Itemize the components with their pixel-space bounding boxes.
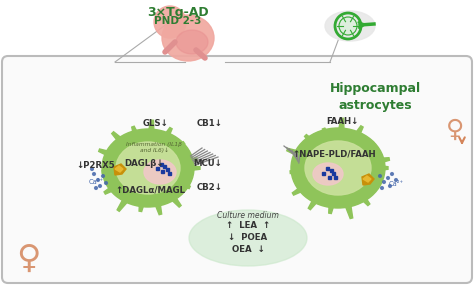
Ellipse shape [291, 128, 385, 208]
Polygon shape [132, 126, 155, 170]
Ellipse shape [313, 163, 343, 185]
Text: ↑NAPE-PLD/FAAH: ↑NAPE-PLD/FAAH [292, 150, 376, 158]
Ellipse shape [162, 15, 214, 61]
Polygon shape [363, 176, 371, 182]
Polygon shape [287, 148, 340, 175]
Polygon shape [141, 120, 155, 169]
Polygon shape [117, 164, 154, 211]
Polygon shape [338, 161, 388, 175]
Bar [328, 176, 331, 179]
Text: DAGLβ↓: DAGLβ↓ [124, 160, 164, 168]
Circle shape [92, 173, 95, 175]
Text: Hippocampal
astrocytes: Hippocampal astrocytes [329, 82, 420, 112]
Circle shape [105, 182, 108, 184]
Text: Ca²⁺: Ca²⁺ [388, 181, 403, 187]
Text: Ca²⁺: Ca²⁺ [89, 179, 103, 185]
Circle shape [99, 185, 101, 188]
Polygon shape [329, 167, 345, 213]
Circle shape [391, 173, 393, 175]
Polygon shape [143, 163, 181, 207]
Polygon shape [334, 142, 375, 174]
Text: ↑DAGLα/MAGL: ↑DAGLα/MAGL [115, 186, 185, 194]
Polygon shape [292, 162, 342, 195]
Polygon shape [290, 161, 338, 175]
Ellipse shape [144, 160, 176, 184]
Polygon shape [331, 118, 345, 169]
Bar [330, 169, 333, 172]
Text: OEA  ↓: OEA ↓ [232, 245, 264, 253]
Bar [334, 176, 337, 179]
Bar [322, 172, 325, 175]
Polygon shape [115, 166, 123, 172]
Text: FAAH↓: FAAH↓ [326, 117, 358, 126]
Polygon shape [322, 128, 345, 170]
Ellipse shape [176, 30, 208, 54]
Polygon shape [305, 135, 343, 173]
Polygon shape [102, 161, 149, 175]
Polygon shape [145, 162, 190, 189]
Bar [156, 167, 159, 170]
Polygon shape [112, 132, 153, 173]
Circle shape [91, 168, 93, 170]
Circle shape [389, 185, 392, 188]
Circle shape [95, 187, 97, 190]
Bar [166, 168, 169, 171]
Polygon shape [331, 166, 353, 219]
Polygon shape [337, 158, 390, 175]
Polygon shape [99, 149, 150, 175]
Polygon shape [308, 164, 344, 210]
Polygon shape [142, 127, 172, 172]
Text: ↑  LEA  ↑: ↑ LEA ↑ [226, 221, 270, 231]
Polygon shape [333, 163, 370, 205]
Circle shape [101, 175, 104, 177]
Circle shape [383, 181, 385, 184]
Polygon shape [148, 161, 200, 175]
Polygon shape [147, 158, 198, 175]
Polygon shape [362, 174, 374, 185]
Text: PND 2-3: PND 2-3 [155, 16, 202, 26]
Text: ♀: ♀ [16, 241, 40, 274]
Circle shape [339, 17, 357, 35]
Circle shape [394, 179, 397, 181]
Text: GLS↓: GLS↓ [143, 119, 169, 128]
Ellipse shape [325, 11, 375, 41]
Text: ↓  POEA: ↓ POEA [228, 233, 267, 243]
Polygon shape [104, 162, 152, 194]
Circle shape [154, 6, 186, 38]
Text: Inflammation (IL1β
and IL6)↓: Inflammation (IL1β and IL6)↓ [126, 142, 182, 153]
Ellipse shape [116, 142, 180, 194]
Text: 3×Tg-AD: 3×Tg-AD [147, 6, 209, 19]
Text: Culture medium: Culture medium [217, 211, 279, 221]
FancyBboxPatch shape [2, 56, 472, 283]
Polygon shape [141, 166, 162, 215]
Circle shape [387, 177, 390, 179]
Circle shape [97, 179, 100, 181]
Text: CB2↓: CB2↓ [197, 184, 223, 192]
Bar [163, 165, 166, 168]
Polygon shape [144, 142, 185, 174]
Polygon shape [114, 164, 126, 175]
Bar [332, 172, 335, 175]
Circle shape [379, 175, 382, 177]
Bar [168, 172, 171, 175]
Polygon shape [139, 167, 155, 211]
Text: ♀: ♀ [446, 118, 464, 142]
Polygon shape [332, 126, 363, 172]
Ellipse shape [189, 210, 307, 266]
Circle shape [381, 187, 383, 190]
Text: MCU↓: MCU↓ [193, 160, 222, 168]
Ellipse shape [102, 129, 194, 207]
Ellipse shape [305, 141, 371, 195]
Bar [326, 167, 329, 170]
Bar [161, 170, 164, 173]
Text: CB1↓: CB1↓ [197, 119, 223, 128]
Text: ↓P2RX5: ↓P2RX5 [77, 162, 115, 170]
Bar [160, 163, 163, 166]
Polygon shape [335, 162, 378, 188]
